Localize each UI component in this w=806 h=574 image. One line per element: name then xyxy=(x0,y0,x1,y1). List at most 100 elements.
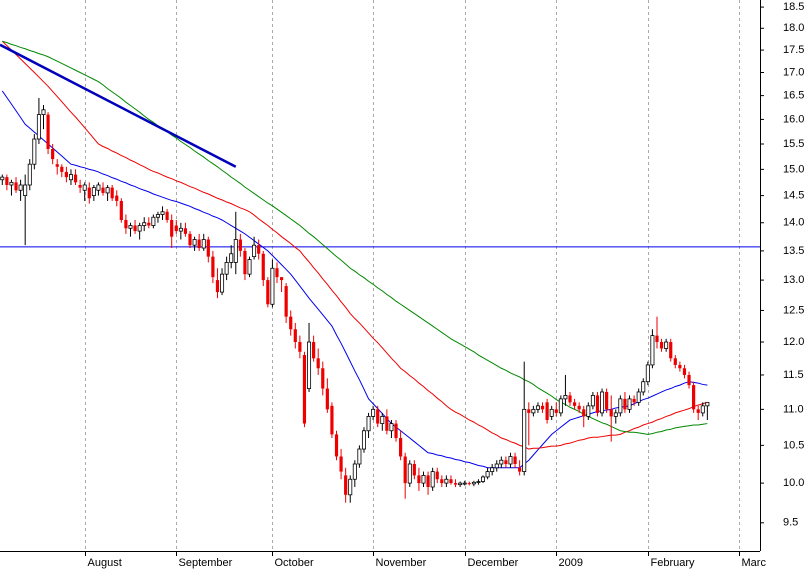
candle-body xyxy=(449,479,453,484)
x-tick-label: Marc xyxy=(742,557,767,569)
candle-body xyxy=(178,227,183,232)
candle-body xyxy=(339,456,343,472)
candle-body xyxy=(568,395,572,403)
candle-body xyxy=(554,409,558,413)
candle-body xyxy=(243,250,247,275)
candle-body xyxy=(64,171,68,178)
candle-body xyxy=(321,368,325,389)
x-tick-label: August xyxy=(88,557,122,569)
candle-body xyxy=(618,398,623,414)
candle-body xyxy=(183,228,188,234)
candle-body xyxy=(266,280,270,305)
candle-body xyxy=(155,214,160,218)
candle-body xyxy=(632,398,636,403)
candle-body xyxy=(279,277,284,281)
candle-body xyxy=(696,409,700,413)
candle-body xyxy=(444,478,449,484)
candle-body xyxy=(394,423,398,439)
candle-body xyxy=(563,395,568,400)
candle-body xyxy=(531,408,536,414)
candle-body xyxy=(421,475,426,484)
candle-body xyxy=(623,398,627,410)
candle-body xyxy=(18,184,23,191)
candle-body xyxy=(0,176,5,181)
moving-average-line xyxy=(2,40,708,435)
candle-body xyxy=(197,239,201,249)
candle-body xyxy=(211,256,215,278)
candle-body xyxy=(655,335,659,343)
candle-body xyxy=(128,225,133,229)
candle-body xyxy=(238,239,242,251)
candle-body xyxy=(504,460,508,465)
y-tick-label: 11.0 xyxy=(783,403,804,415)
candle-body xyxy=(87,187,91,199)
candle-body xyxy=(380,416,385,424)
candle-body xyxy=(298,342,302,352)
candle-body xyxy=(261,253,265,281)
candle-body xyxy=(462,482,467,485)
candle-body xyxy=(590,395,595,407)
candle-body xyxy=(348,478,353,496)
candle-body xyxy=(96,184,101,191)
candle-body xyxy=(430,471,435,488)
candle-body xyxy=(376,409,380,424)
candle-body xyxy=(605,391,609,410)
candle-body xyxy=(270,267,275,305)
candle-body xyxy=(78,184,82,188)
candle-body xyxy=(160,211,165,215)
candle-body xyxy=(467,483,471,485)
candle-body xyxy=(508,456,513,465)
candle-body xyxy=(316,358,320,369)
candle-body xyxy=(490,467,495,472)
moving-average-line xyxy=(1,40,708,450)
candle-body xyxy=(577,405,581,410)
candle-body xyxy=(458,482,463,486)
candle-body xyxy=(151,216,156,226)
candle-body xyxy=(407,463,412,484)
candle-body xyxy=(284,286,288,317)
candle-body xyxy=(687,374,691,386)
candle-body xyxy=(46,114,50,149)
candle-body xyxy=(9,181,14,186)
candle-body xyxy=(334,434,339,457)
x-tick-label: November xyxy=(376,557,427,569)
candle-body xyxy=(440,479,444,484)
candle-body xyxy=(165,211,169,220)
candle-body xyxy=(293,329,297,343)
x-tick-label: December xyxy=(468,557,519,569)
x-tick-label: October xyxy=(275,557,314,569)
candle-body xyxy=(682,368,687,375)
candle-body xyxy=(5,177,9,185)
candle-body xyxy=(289,316,293,330)
candle-body xyxy=(453,483,458,485)
candle-body xyxy=(233,239,238,263)
candle-body xyxy=(32,138,37,165)
candle-body xyxy=(252,244,257,258)
candle-body xyxy=(41,109,46,115)
candle-body xyxy=(110,187,114,199)
candle-body xyxy=(188,233,192,246)
candle-body xyxy=(312,342,316,359)
candle-body xyxy=(540,405,545,410)
candle-body xyxy=(627,398,632,410)
candle-body xyxy=(192,239,197,246)
y-tick-label: 12.5 xyxy=(783,304,804,316)
candle-body xyxy=(700,405,705,414)
candle-body xyxy=(229,253,234,263)
x-tick-label: September xyxy=(179,557,233,569)
y-tick-label: 18.5 xyxy=(783,1,804,13)
candle-body xyxy=(366,416,371,432)
candle-body xyxy=(224,262,229,275)
candle-body xyxy=(307,341,312,389)
candle-body xyxy=(558,398,563,414)
candle-body xyxy=(220,273,225,293)
candle-body xyxy=(124,219,128,229)
y-tick-label: 16.5 xyxy=(783,90,804,102)
candle-body xyxy=(27,163,32,186)
candle-body xyxy=(535,405,540,410)
candle-body xyxy=(600,391,605,414)
y-tick-label: 15.0 xyxy=(783,163,804,175)
candle-body xyxy=(51,148,55,160)
candle-body xyxy=(499,459,504,465)
